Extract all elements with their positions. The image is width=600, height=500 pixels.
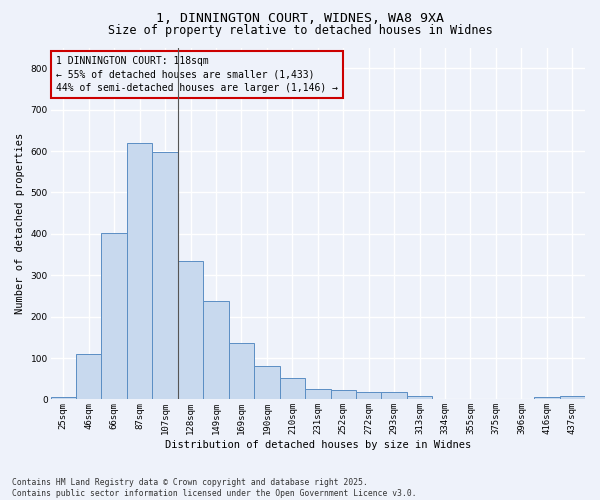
Bar (178, 260, 203, 400)
Bar (50, 398, 76, 400)
Bar (254, 366, 280, 400)
Bar (101, 232, 127, 400)
Bar (229, 342, 254, 400)
Bar (331, 390, 356, 400)
Bar (382, 392, 407, 400)
Bar (407, 396, 433, 400)
Text: 1 DINNINGTON COURT: 118sqm
← 55% of detached houses are smaller (1,433)
44% of s: 1 DINNINGTON COURT: 118sqm ← 55% of deta… (56, 56, 338, 92)
Bar (152, 152, 178, 400)
Text: 1, DINNINGTON COURT, WIDNES, WA8 9XA: 1, DINNINGTON COURT, WIDNES, WA8 9XA (156, 12, 444, 26)
Bar (560, 396, 585, 400)
X-axis label: Distribution of detached houses by size in Widnes: Distribution of detached houses by size … (164, 440, 471, 450)
Bar (305, 390, 331, 400)
Bar (534, 396, 560, 400)
Bar (76, 354, 101, 400)
Text: Contains HM Land Registry data © Crown copyright and database right 2025.
Contai: Contains HM Land Registry data © Crown c… (12, 478, 416, 498)
Bar (280, 378, 305, 400)
Bar (127, 142, 152, 400)
Text: Size of property relative to detached houses in Widnes: Size of property relative to detached ho… (107, 24, 493, 37)
Y-axis label: Number of detached properties: Number of detached properties (15, 133, 25, 314)
Bar (356, 392, 382, 400)
Bar (203, 302, 229, 400)
